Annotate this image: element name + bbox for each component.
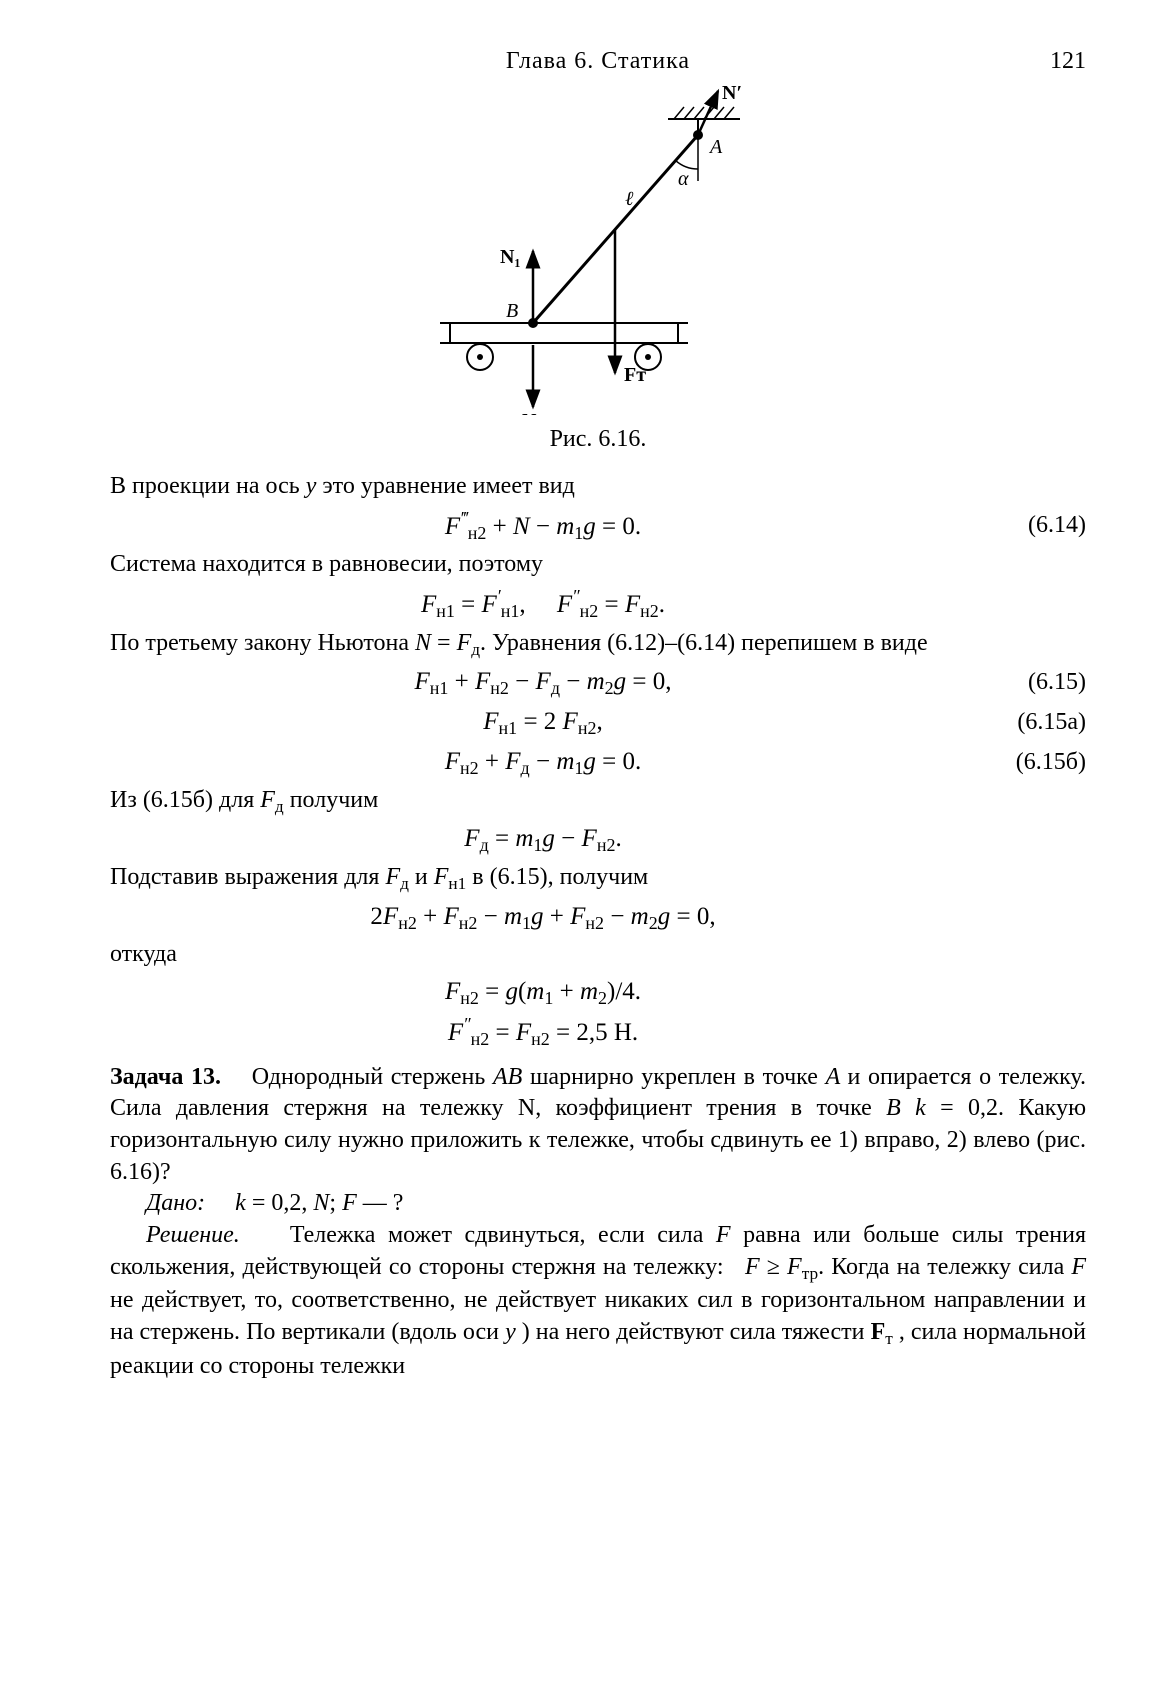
para-newton3: По третьему закону Ньютона N = Fд. Уравн… — [110, 628, 1086, 662]
figure-svg: N′ A α ℓ N₁ B N Fт — [418, 85, 778, 415]
para-projection: В проекции на ось y это уравнение имеет … — [110, 471, 1086, 503]
eq-6-15b: Fн2 + Fд − m1g = 0. (6.15б) — [110, 745, 1086, 781]
para-whence: откуда — [110, 939, 1086, 971]
para-subst: Подставив выражения для Fд и Fн1 в (6.15… — [110, 862, 1086, 896]
eq-6-15: Fн1 + Fн2 − Fд − m2g = 0, (6.15) — [110, 665, 1086, 701]
problem-title: Задача 13. — [110, 1064, 221, 1090]
eq-6-15a: Fн1 = 2 Fн2, (6.15а) — [110, 705, 1086, 741]
problem-solution: Решение. Тележка может сдвинуться, если … — [110, 1220, 1086, 1382]
label-ft: Fт — [624, 364, 646, 386]
label-ell: ℓ — [625, 188, 634, 210]
eq-6-14: F‴н2 + N − m1g = 0. (6.14) — [110, 507, 1086, 546]
eqnum: (6.15б) — [976, 747, 1086, 779]
label-n-prime: N′ — [722, 85, 742, 104]
label-n1: N₁ — [500, 246, 520, 268]
figure-caption: Рис. 6.16. — [110, 426, 1086, 453]
eqnum: (6.14) — [976, 510, 1086, 542]
t: Подставив выражения для — [110, 864, 379, 890]
eq-res1: Fн2 = g(m1 + m2)/4. — [110, 975, 1086, 1011]
t: получим — [290, 787, 379, 813]
t: это уравнение имеет вид — [322, 473, 575, 499]
para-equilibrium: Система находится в равновесии, поэтому — [110, 549, 1086, 581]
problem-13: Задача 13. Однородный стержень AB шарнир… — [110, 1062, 1086, 1189]
label-a: A — [708, 136, 723, 158]
t: В проекции на ось — [110, 473, 300, 499]
t: Из (6.15б) для — [110, 787, 254, 813]
label-n: N — [522, 410, 537, 415]
eq-fd: Fд = m1g − Fн2. — [110, 822, 1086, 858]
eqnum: (6.15) — [976, 667, 1086, 699]
t: ) на него действуют сила тяжести — [522, 1319, 865, 1345]
ceiling-hatch — [674, 107, 734, 119]
eqnum: (6.15а) — [976, 707, 1086, 739]
t: и — [415, 864, 428, 890]
page: Глава 6. Статика 121 — [0, 0, 1176, 1684]
t: шарнирно укреплен в точке — [530, 1064, 818, 1090]
eq-subst: 2Fн2 + Fн2 − m1g + Fн2 − m2g = 0, — [110, 900, 1086, 936]
t: Уравнения (6.12)–(6.14) перепишем в виде — [492, 630, 928, 656]
label-b: B — [506, 300, 518, 322]
t: Когда на тележку сила — [831, 1254, 1064, 1280]
para-from615b: Из (6.15б) для Fд получим — [110, 785, 1086, 819]
vector-n-prime — [698, 91, 718, 135]
page-number: 121 — [1016, 48, 1086, 75]
eq-pair: Fн1 = F′н1, F″н2 = Fн2. — [110, 585, 1086, 624]
eq-res2: F″н2 = Fн2 = 2,5 Н. — [110, 1013, 1086, 1052]
chapter-title: Глава 6. Статика — [180, 48, 1016, 75]
given-label: Дано: — [146, 1190, 205, 1216]
body-text: В проекции на ось y это уравнение имеет … — [110, 471, 1086, 1382]
figure-6-16: N′ A α ℓ N₁ B N Fт Рис. 6.16. — [110, 85, 1086, 453]
page-header: Глава 6. Статика 121 — [110, 48, 1086, 75]
t: в (6.15), получим — [472, 864, 648, 890]
t: Однородный стержень — [252, 1064, 486, 1090]
problem-given: Дано: k = 0,2, N; F — ? — [110, 1188, 1086, 1220]
figure-labels: N′ A α ℓ N₁ B N Fт — [500, 85, 742, 415]
t: Тележка может сдвинуться, если сила — [290, 1222, 704, 1248]
cart-body — [450, 323, 678, 343]
label-alpha: α — [678, 168, 689, 190]
solution-label: Решение. — [146, 1222, 240, 1248]
t: По третьему закону Ньютона — [110, 630, 409, 656]
